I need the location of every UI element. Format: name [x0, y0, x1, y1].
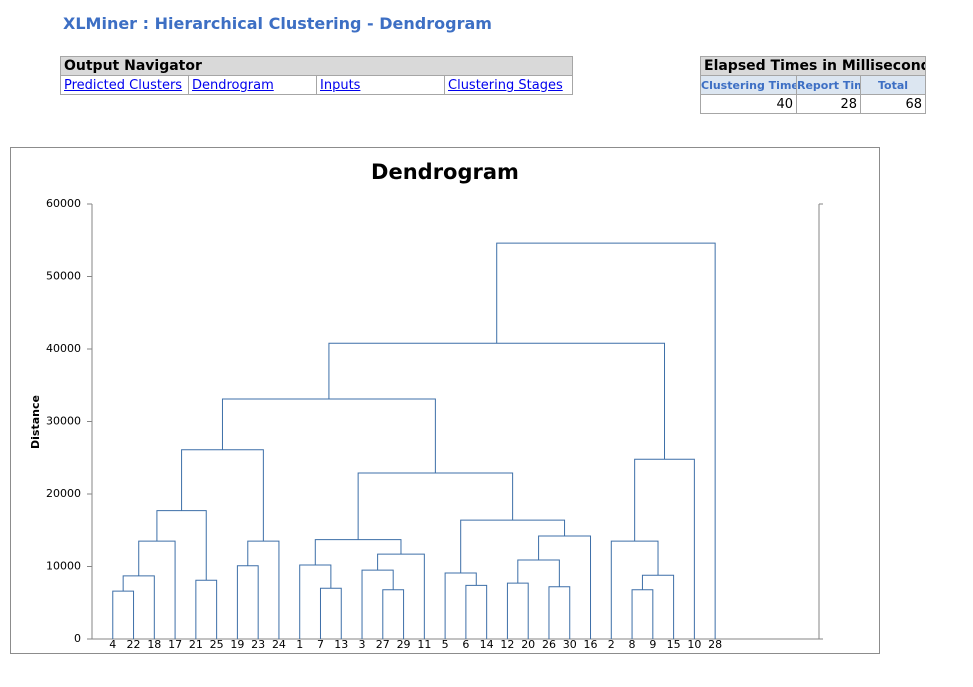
x-tick-label: 18: [147, 638, 161, 651]
x-tick-label: 30: [563, 638, 577, 651]
x-tick-label: 10: [687, 638, 701, 651]
x-tick-label: 13: [334, 638, 348, 651]
dendrogram-link: [538, 535, 592, 639]
x-tick-label: 8: [629, 638, 636, 651]
x-tick-label: 29: [397, 638, 411, 651]
x-tick-label: 20: [521, 638, 535, 651]
dendrogram-link: [465, 584, 488, 639]
elapsed-times: Elapsed Times in Milliseconds Clustering…: [699, 56, 927, 114]
elapsed-title: Elapsed Times in Milliseconds: [699, 56, 927, 76]
nav-link[interactable]: Dendrogram: [192, 77, 274, 93]
y-tick-label: 0: [74, 632, 81, 645]
chart-title: Dendrogram: [371, 160, 519, 184]
dendrogram-link: [357, 472, 514, 540]
nav-link[interactable]: Predicted Clusters: [64, 77, 183, 93]
y-tick-label: 50000: [46, 270, 81, 283]
nav-link[interactable]: Clustering Stages: [448, 77, 563, 93]
dendrogram-link: [112, 590, 135, 639]
x-tick-label: 3: [359, 638, 366, 651]
x-tick-label: 2: [608, 638, 615, 651]
cell: 28: [796, 94, 861, 114]
x-tick-label: 1: [296, 638, 303, 651]
dendrogram-link: [299, 564, 332, 639]
page-title: XLMiner : Hierarchical Clustering - Dend…: [63, 14, 492, 33]
x-tick-label: 23: [251, 638, 265, 651]
dendrogram-link: [236, 565, 259, 639]
dendrogram-link: [314, 539, 402, 566]
x-tick-label: 4: [109, 638, 116, 651]
dendrogram-link: [506, 582, 529, 639]
x-tick-label: 16: [584, 638, 598, 651]
y-tick-label: 20000: [46, 487, 81, 500]
x-tick-label: 15: [667, 638, 681, 651]
x-tick-label: 26: [542, 638, 556, 651]
dendrogram-link: [328, 342, 666, 460]
x-tick-label: 22: [127, 638, 141, 651]
column-header: Report Time: [796, 75, 861, 95]
x-tick-label: 17: [168, 638, 182, 651]
navigator-title: Output Navigator: [60, 56, 573, 76]
x-tick-label: 25: [210, 638, 224, 651]
x-tick-label: 28: [708, 638, 722, 651]
dendrogram-link: [460, 519, 566, 574]
x-tick-label: 5: [442, 638, 449, 651]
output-navigator: Output Navigator Predicted Clusters Dend…: [60, 56, 573, 95]
dendrogram-link: [496, 242, 716, 639]
dendrogram-link: [548, 586, 571, 639]
y-tick-label: 40000: [46, 342, 81, 355]
x-tick-label: 19: [230, 638, 244, 651]
x-tick-label: 24: [272, 638, 286, 651]
dendrogram-link: [195, 579, 218, 639]
x-tick-label: 9: [649, 638, 656, 651]
column-header: Clustering Time: [700, 75, 797, 95]
dendrogram-link: [641, 574, 675, 639]
x-tick-label: 12: [500, 638, 514, 651]
dendrogram-link: [122, 575, 155, 639]
dendrogram-link: [221, 398, 436, 473]
dendrogram-link: [319, 587, 342, 639]
dendrogram-link: [138, 540, 176, 639]
dendrogram-link: [377, 553, 425, 639]
dendrogram-link: [156, 510, 207, 581]
column-header: Total: [859, 75, 927, 95]
x-tick-label: 27: [376, 638, 390, 651]
dendrogram-link: [631, 589, 654, 639]
y-tick-label: 30000: [46, 415, 81, 428]
nav-link[interactable]: Inputs: [320, 77, 361, 93]
dendrogram-link: [181, 449, 264, 542]
dendrogram-link: [634, 458, 695, 639]
x-tick-label: 11: [417, 638, 431, 651]
cell: 40: [700, 94, 797, 114]
chart: Dendrogram Distance 0 10000 20000 30000 4000…: [10, 147, 880, 654]
dendrogram-link: [361, 569, 394, 639]
dendrogram-link: [247, 540, 280, 639]
cell: 68: [859, 94, 927, 114]
y-axis-title: Distance: [29, 395, 42, 449]
x-tick-label: 6: [462, 638, 469, 651]
dendrogram-link: [444, 572, 477, 639]
x-tick-label: 21: [189, 638, 203, 651]
x-tick-label: 7: [317, 638, 324, 651]
dendrogram-link: [382, 589, 405, 639]
y-tick-label: 10000: [46, 560, 81, 573]
x-tick-label: 14: [480, 638, 494, 651]
y-tick-label: 60000: [46, 197, 81, 210]
